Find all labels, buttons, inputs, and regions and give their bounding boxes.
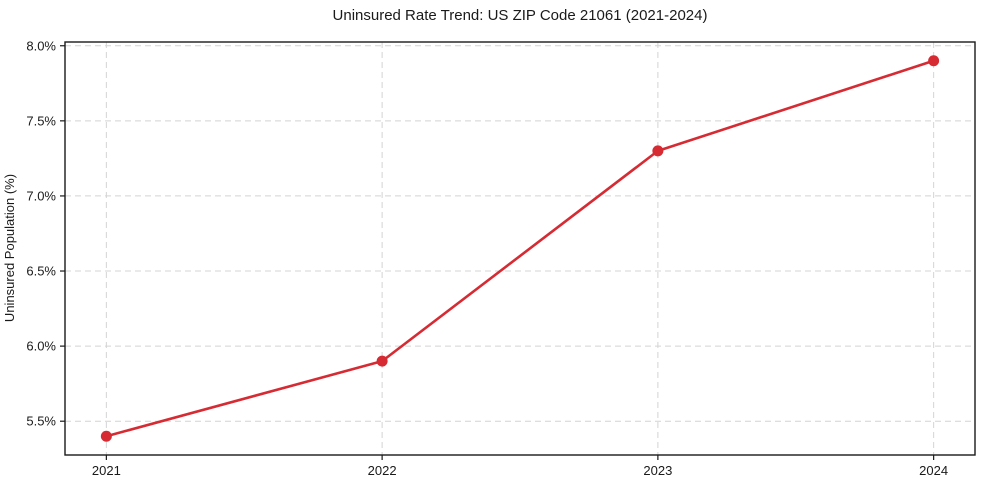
data-point-marker	[928, 55, 940, 67]
y-tick-label: 6.0%	[26, 339, 56, 354]
x-tick-label: 2023	[643, 463, 672, 478]
x-tick-label: 2022	[368, 463, 397, 478]
data-point-marker	[652, 145, 664, 157]
y-tick-label: 7.0%	[26, 188, 56, 203]
plot-area: 5.5% 6.0% 6.5% 7.0% 7.5% 8.0% 2021 2022 2023 2024	[26, 38, 976, 478]
data-point-marker	[376, 355, 388, 367]
y-tick-label: 5.5%	[26, 414, 56, 429]
y-axis-label: Uninsured Population (%)	[2, 174, 17, 322]
axes-frame	[64, 41, 976, 456]
x-tick-label: 2024	[919, 463, 948, 478]
y-tick-label: 8.0%	[26, 38, 56, 53]
y-tick-label: 6.5%	[26, 264, 56, 279]
chart-title: Uninsured Rate Trend: US ZIP Code 21061 …	[333, 7, 708, 24]
x-tick-label: 2021	[92, 463, 121, 478]
y-tick-label: 7.5%	[26, 113, 56, 128]
data-point-marker	[100, 430, 112, 442]
trend-line	[105, 59, 935, 438]
